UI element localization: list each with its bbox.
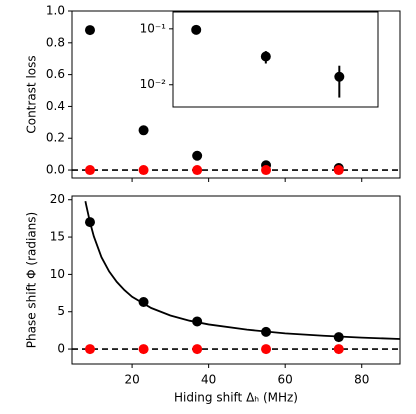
y-tick-label: 0.6	[46, 67, 65, 81]
y-tick-label: 0.2	[46, 131, 65, 145]
data-point	[333, 165, 344, 176]
y-tick-label: 10⁻²	[140, 77, 167, 91]
y-tick-label: 10⁻¹	[140, 21, 167, 35]
y-tick-label: 0	[57, 342, 65, 356]
data-point	[261, 344, 272, 355]
data-point	[84, 25, 95, 36]
data-point	[84, 165, 95, 176]
y-axis-label: Phase shift Φ (radians)	[25, 212, 39, 348]
y-tick-label: 10	[50, 267, 65, 281]
x-tick-label: 80	[354, 373, 369, 387]
data-point	[192, 150, 203, 161]
plot-area	[72, 25, 400, 176]
y-tick-label: 15	[50, 230, 65, 244]
data-point	[333, 344, 344, 355]
axes-frame	[172, 11, 379, 108]
data-point	[138, 125, 149, 136]
x-tick-label: 20	[124, 373, 139, 387]
data-point	[261, 326, 272, 337]
data-point	[334, 71, 345, 82]
data-point	[192, 344, 203, 355]
x-axis-label: Hiding shift Δₕ (MHz)	[174, 391, 298, 405]
data-point	[138, 165, 149, 176]
y-tick-label: 0.4	[46, 99, 65, 113]
data-point	[138, 344, 149, 355]
y-tick-label: 5	[57, 304, 65, 318]
data-point	[84, 344, 95, 355]
plot-area	[191, 24, 345, 98]
data-point	[261, 165, 272, 176]
data-point	[192, 165, 203, 176]
x-tick-label: 60	[278, 373, 293, 387]
x-tick-label: 40	[201, 373, 216, 387]
y-tick-label: 1.0	[46, 4, 65, 18]
plot-area	[72, 201, 400, 355]
y-tick-label: 0.8	[46, 35, 65, 49]
data-point	[192, 316, 203, 327]
axes-frame	[71, 195, 401, 365]
y-tick-label: 20	[50, 192, 65, 206]
data-point	[84, 217, 95, 228]
data-point	[260, 51, 271, 62]
y-tick-label: 0.0	[46, 163, 65, 177]
data-point	[138, 297, 149, 308]
data-point	[333, 332, 344, 343]
data-point	[191, 24, 202, 35]
y-axis-label: Contrast loss	[25, 55, 39, 133]
